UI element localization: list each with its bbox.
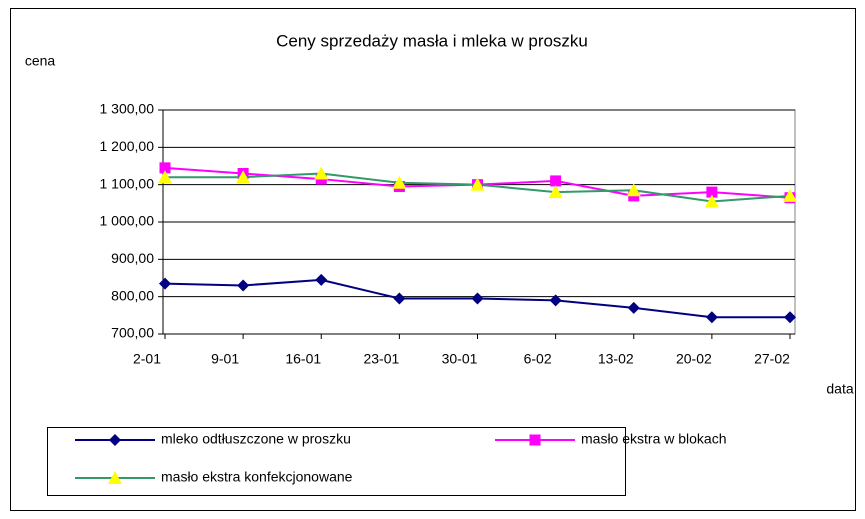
x-tick-label: 6-02 xyxy=(524,351,552,367)
y-tick-label: 1 300,00 xyxy=(100,101,155,117)
y-tick-label: 800,00 xyxy=(111,287,154,303)
legend-marker xyxy=(529,434,541,446)
data-point xyxy=(392,175,407,189)
x-tick-label: 16-01 xyxy=(285,351,321,367)
y-axis-label: cena xyxy=(25,53,56,69)
data-point xyxy=(550,175,562,187)
data-point xyxy=(158,170,172,184)
data-point xyxy=(627,301,640,314)
data-point xyxy=(237,279,250,292)
x-tick-label: 2-01 xyxy=(133,351,161,367)
x-tick-label: 20-02 xyxy=(676,351,712,367)
x-tick-label: 23-01 xyxy=(363,351,399,367)
data-point xyxy=(705,311,718,324)
y-tick-label: 700,00 xyxy=(111,325,154,341)
legend-marker xyxy=(109,434,121,446)
legend-label: masło ekstra w blokach xyxy=(581,431,727,447)
legend-marker xyxy=(108,471,122,484)
data-point xyxy=(548,185,563,199)
x-tick-label: 9-01 xyxy=(211,351,239,367)
data-point xyxy=(236,170,251,184)
legend-box xyxy=(47,427,626,496)
data-point xyxy=(783,188,797,202)
y-tick-label: 900,00 xyxy=(111,250,154,266)
legend-label: masło ekstra konfekcjonowane xyxy=(161,469,353,485)
x-tick-label: 30-01 xyxy=(442,351,478,367)
data-point xyxy=(470,177,485,191)
y-tick-label: 1 000,00 xyxy=(100,213,155,229)
data-point xyxy=(393,292,406,305)
y-tick-label: 1 100,00 xyxy=(100,175,155,191)
legend-label: mleko odtłuszczone w proszku xyxy=(161,431,351,447)
data-point xyxy=(159,277,171,290)
data-point xyxy=(314,166,329,180)
data-point xyxy=(626,183,641,197)
data-point xyxy=(471,292,484,305)
data-point xyxy=(704,194,719,208)
data-point xyxy=(784,311,796,324)
data-point xyxy=(315,273,328,286)
data-point xyxy=(159,162,171,174)
chart-title: Ceny sprzedaży masła i mleka w proszku xyxy=(276,31,588,50)
y-tick-label: 1 200,00 xyxy=(100,138,155,154)
x-tick-label: 13-02 xyxy=(598,351,634,367)
x-axis-label: data xyxy=(826,381,853,397)
data-point xyxy=(706,186,718,198)
data-point xyxy=(549,294,562,307)
x-tick-label: 27-02 xyxy=(754,351,790,367)
